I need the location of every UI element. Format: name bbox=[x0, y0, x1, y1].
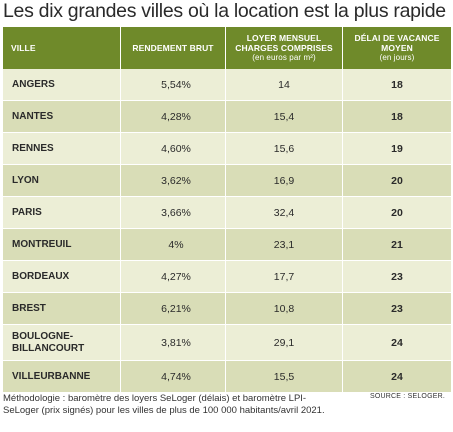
header-delai: DÉLAI DE VACANCE MOYEN (en jours) bbox=[343, 27, 451, 69]
cell-ville: PARIS bbox=[3, 197, 121, 228]
table-row: BOULOGNE- BILLANCOURT 3,81% 29,1 24 bbox=[3, 325, 451, 361]
cell-rendement: 4,60% bbox=[121, 133, 226, 164]
header-rendement-label: RENDEMENT BRUT bbox=[132, 43, 214, 53]
source-credit: SOURCE : SELOGER. bbox=[370, 393, 445, 400]
cell-loyer: 15,4 bbox=[226, 101, 343, 132]
cell-delai: 21 bbox=[391, 238, 403, 251]
header-loyer-sub: (en euros par m²) bbox=[252, 53, 316, 62]
cell-delai: 20 bbox=[391, 174, 403, 187]
table-header: VILLE RENDEMENT BRUT LOYER MENSUEL CHARG… bbox=[3, 27, 451, 69]
header-ville-label: VILLE bbox=[11, 43, 36, 53]
cell-rendement: 3,62% bbox=[121, 165, 226, 196]
cell-delai: 23 bbox=[391, 270, 403, 283]
cell-delai: 24 bbox=[391, 370, 403, 383]
header-delai-sub: (en jours) bbox=[379, 53, 415, 62]
cell-delai: 18 bbox=[391, 110, 403, 123]
cell-loyer: 15,6 bbox=[226, 133, 343, 164]
table-row: MONTREUIL 4% 23,1 21 bbox=[3, 229, 451, 261]
cell-rendement: 3,66% bbox=[121, 197, 226, 228]
cell-delai: 24 bbox=[391, 336, 403, 349]
cell-rendement: 4% bbox=[121, 229, 226, 260]
header-delai-line1: DÉLAI DE VACANCE bbox=[354, 33, 440, 43]
header-delai-line2: MOYEN bbox=[381, 43, 413, 53]
cell-rendement: 4,28% bbox=[121, 101, 226, 132]
table-row: BREST 6,21% 10,8 23 bbox=[3, 293, 451, 325]
header-loyer-line1: LOYER MENSUEL bbox=[246, 33, 322, 43]
cell-rendement: 4,27% bbox=[121, 261, 226, 292]
cell-ville: BOULOGNE- BILLANCOURT bbox=[3, 325, 121, 360]
cell-loyer: 32,4 bbox=[226, 197, 343, 228]
header-loyer: LOYER MENSUEL CHARGES COMPRISES (en euro… bbox=[226, 27, 343, 69]
cell-ville: VILLEURBANNE bbox=[3, 361, 121, 392]
cell-delai: 18 bbox=[391, 78, 403, 91]
cell-delai: 23 bbox=[391, 302, 403, 315]
cell-loyer: 14 bbox=[226, 69, 343, 100]
cell-ville: ANGERS bbox=[3, 69, 121, 100]
header-ville: VILLE bbox=[3, 27, 121, 69]
header-loyer-line2: CHARGES COMPRISES bbox=[235, 43, 333, 53]
cell-rendement: 6,21% bbox=[121, 293, 226, 324]
data-table: VILLE RENDEMENT BRUT LOYER MENSUEL CHARG… bbox=[3, 27, 451, 393]
table-row: LYON 3,62% 16,9 20 bbox=[3, 165, 451, 197]
cell-loyer: 10,8 bbox=[226, 293, 343, 324]
cell-ville: NANTES bbox=[3, 101, 121, 132]
cell-loyer: 29,1 bbox=[226, 325, 343, 360]
page-title: Les dix grandes villes où la location es… bbox=[3, 0, 446, 22]
table-row: PARIS 3,66% 32,4 20 bbox=[3, 197, 451, 229]
cell-rendement: 4,74% bbox=[121, 361, 226, 392]
cell-ville: BREST bbox=[3, 293, 121, 324]
cell-delai: 20 bbox=[391, 206, 403, 219]
table-row: NANTES 4,28% 15,4 18 bbox=[3, 101, 451, 133]
cell-loyer: 17,7 bbox=[226, 261, 343, 292]
cell-ville: LYON bbox=[3, 165, 121, 196]
cell-ville: RENNES bbox=[3, 133, 121, 164]
cell-loyer: 23,1 bbox=[226, 229, 343, 260]
cell-ville: BORDEAUX bbox=[3, 261, 121, 292]
cell-rendement: 5,54% bbox=[121, 69, 226, 100]
cell-ville: MONTREUIL bbox=[3, 229, 121, 260]
cell-rendement: 3,81% bbox=[121, 325, 226, 360]
table-row: VILLEURBANNE 4,74% 15,5 24 bbox=[3, 361, 451, 393]
cell-loyer: 16,9 bbox=[226, 165, 343, 196]
cell-loyer: 15,5 bbox=[226, 361, 343, 392]
table-row: RENNES 4,60% 15,6 19 bbox=[3, 133, 451, 165]
header-rendement: RENDEMENT BRUT bbox=[121, 27, 226, 69]
methodology-note: Méthodologie : baromètre des loyers SeLo… bbox=[3, 393, 325, 416]
table-body: ANGERS 5,54% 14 18 NANTES 4,28% 15,4 18 RENNES 4,… bbox=[3, 69, 451, 393]
table-row: ANGERS 5,54% 14 18 bbox=[3, 69, 451, 101]
table-row: BORDEAUX 4,27% 17,7 23 bbox=[3, 261, 451, 293]
cell-delai: 19 bbox=[391, 142, 403, 155]
